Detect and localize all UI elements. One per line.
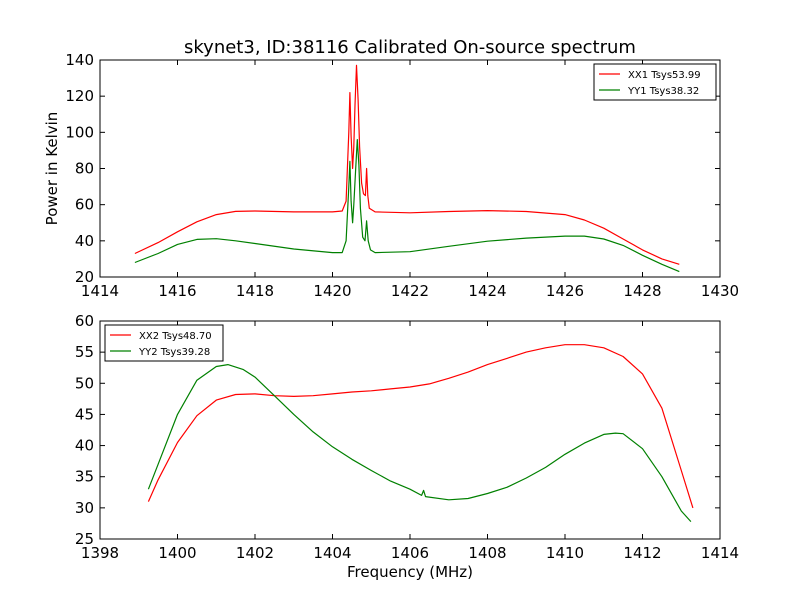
bottom-xtick-label: 1398 — [81, 544, 119, 562]
top-xtick-label: 1430 — [701, 282, 739, 300]
bottom-xtick-label: 1400 — [158, 544, 196, 562]
top-ytick-label: 60 — [75, 196, 94, 214]
top-ytick-label: 80 — [75, 160, 94, 178]
chart-title: skynet3, ID:38116 Calibrated On-source s… — [184, 37, 636, 58]
top-ytick-label: 100 — [65, 123, 94, 141]
top-ytick-label: 120 — [65, 87, 94, 105]
top-xtick-label: 1420 — [313, 282, 351, 300]
bottom-xtick-label: 1412 — [623, 544, 661, 562]
bottom-ytick-label: 30 — [75, 499, 94, 517]
bottom-x-axis-label: Frequency (MHz) — [347, 563, 473, 581]
bottom-xtick-label: 1402 — [236, 544, 274, 562]
bottom-ytick-label: 60 — [75, 312, 94, 330]
bottom-ytick-label: 25 — [75, 530, 94, 548]
top-ytick-label: 40 — [75, 232, 94, 250]
top-xtick-label: 1424 — [468, 282, 506, 300]
bottom-legend-label: YY2 Tsys39.28 — [138, 347, 210, 358]
bottom-ytick-label: 40 — [75, 437, 94, 455]
bottom-xtick-label: 1410 — [546, 544, 584, 562]
top-xtick-label: 1414 — [81, 282, 119, 300]
top-xtick-label: 1426 — [546, 282, 584, 300]
top-ytick-label: 140 — [65, 51, 94, 69]
bottom-xtick-label: 1404 — [313, 544, 351, 562]
bottom-xtick-label: 1414 — [701, 544, 739, 562]
top-legend-box — [593, 63, 717, 101]
bottom-legend: XX2 Tsys48.70 YY2 Tsys39.28 — [104, 324, 224, 362]
top-xtick-label: 1416 — [158, 282, 196, 300]
bottom-legend-box — [104, 324, 224, 362]
top-xtick-label: 1422 — [391, 282, 429, 300]
top-legend: XX1 Tsys53.99 YY1 Tsys38.32 — [593, 63, 717, 101]
top-y-axis-label: Power in Kelvin — [43, 112, 61, 226]
bottom-ytick-label: 35 — [75, 468, 94, 486]
bottom-legend-label: XX2 Tsys48.70 — [139, 331, 212, 342]
top-series-1-line — [134, 139, 680, 273]
top-legend-label: YY1 Tsys38.32 — [627, 86, 699, 97]
top-series-0-line — [134, 64, 680, 265]
bottom-series-1-line — [147, 364, 692, 523]
bottom-xtick-label: 1406 — [391, 544, 429, 562]
top-legend-label: XX1 Tsys53.99 — [628, 70, 701, 81]
bottom-ytick-label: 45 — [75, 405, 94, 423]
bottom-ytick-label: 50 — [75, 374, 94, 392]
bottom-ytick-label: 55 — [75, 343, 94, 361]
bottom-xtick-label: 1408 — [468, 544, 506, 562]
bottom-series-0-line — [147, 344, 694, 509]
top-xtick-label: 1418 — [236, 282, 274, 300]
bottom-panel: 1398 1400 1402 1404 1406 1408 1410 1412 1414 25 30… — [75, 312, 739, 581]
top-xtick-label: 1428 — [623, 282, 661, 300]
top-ytick-label: 20 — [75, 268, 94, 286]
top-panel: 1414 1416 1418 1420 1422 1424 1426 1428 1430 20 40… — [43, 51, 739, 300]
